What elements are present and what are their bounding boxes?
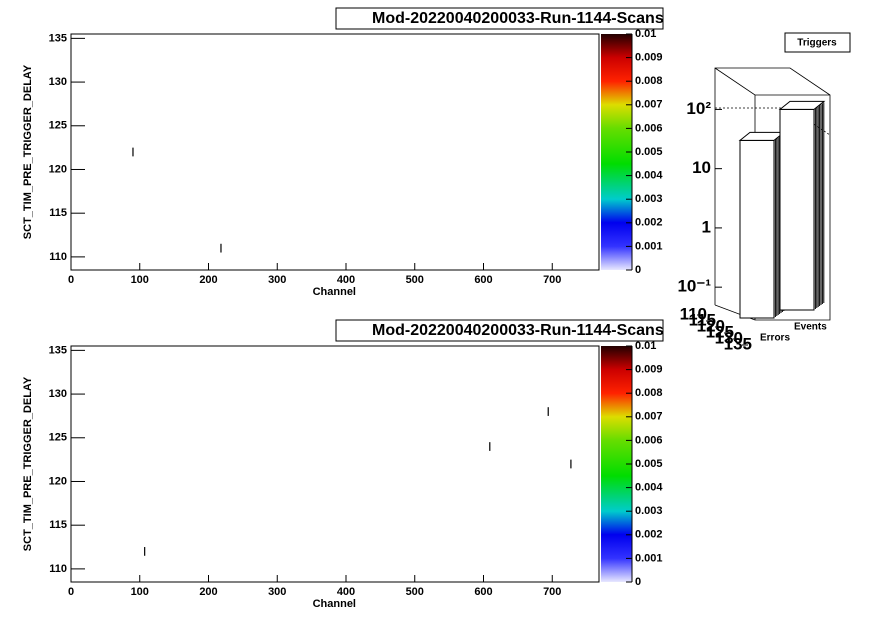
x-tick-label: 300 (268, 274, 286, 286)
x-tick-label: 600 (474, 274, 492, 286)
point (489, 442, 491, 451)
bar (779, 108, 815, 311)
title-box (335, 319, 664, 342)
x-tick-label: 100 (131, 586, 149, 598)
x-tick-label: 0 (68, 586, 74, 598)
y-tick-label: 120 (49, 163, 67, 175)
legend-title: Triggers (797, 38, 837, 49)
y-tick-label: 115 (49, 207, 67, 219)
x-tick-label: 400 (337, 586, 355, 598)
x-tick-label: 700 (543, 586, 561, 598)
x-axis-label: Channel (313, 286, 356, 298)
x-tick-label: 500 (406, 586, 424, 598)
z-tick-label: 0.002 (635, 529, 663, 541)
point (220, 243, 222, 253)
box-hidden (715, 107, 831, 136)
y-tick-label: 110 (680, 304, 707, 323)
x-tick-label: 0 (68, 274, 74, 286)
y-tick-label: 130 (49, 388, 67, 400)
bar (739, 139, 775, 319)
z-tick-label: 10 (692, 158, 711, 177)
title-box (335, 7, 664, 30)
category-label: Errors (760, 333, 790, 344)
x-tick-label: 300 (268, 586, 286, 598)
y-tick-label: 135 (49, 344, 67, 356)
y-tick-label: 115 (689, 310, 716, 329)
y-tick-label: 125 (49, 120, 67, 132)
category-label: Events (794, 322, 827, 333)
y-tick-label: 125 (706, 322, 734, 341)
z-tick-label: 0.003 (635, 505, 663, 517)
z-tick-label: 0 (635, 264, 641, 276)
z-tick-label: 10² (686, 99, 711, 118)
z-tick-label: 0.004 (635, 482, 663, 494)
bar-top (778, 100, 826, 110)
x-tick-label: 400 (337, 274, 355, 286)
legend-box (784, 32, 851, 53)
y-tick-label: 120 (697, 316, 725, 335)
point (547, 407, 549, 416)
z-tick-label: 0.006 (635, 122, 663, 134)
y-tick-label: 135 (49, 32, 67, 44)
y-tick-label: 110 (49, 251, 67, 263)
y-tick-label: 130 (49, 76, 67, 88)
frame (70, 33, 600, 271)
z-tick-label: 0.01 (635, 28, 656, 40)
y-tick-label: 120 (49, 475, 67, 487)
y-tick-label: 125 (49, 432, 67, 444)
x-tick-label: 200 (199, 274, 217, 286)
chart-title: Mod-20220040200033-Run-1144-Scans (372, 10, 664, 27)
z-tick-label: 0 (635, 576, 641, 588)
z-tick-label: 0.005 (635, 146, 663, 158)
z-tick-label: 0.008 (635, 75, 663, 87)
x-tick-label: 500 (406, 274, 424, 286)
z-tick-label: 10⁻¹ (677, 277, 711, 296)
y-tick-label: 135 (724, 334, 752, 353)
y-axis-label: SCT_TIM_PRE_TRIGGER_DELAY (22, 64, 34, 239)
z-tick-label: 0.004 (635, 170, 663, 182)
y-tick-label: 130 (715, 328, 743, 347)
y-axis-label: SCT_TIM_PRE_TRIGGER_DELAY (22, 376, 34, 551)
chart-title: Mod-20220040200033-Run-1144-Scans (372, 322, 664, 339)
z-tick-label: 0.001 (635, 240, 663, 252)
z-tick-label: 0.001 (635, 552, 663, 564)
z-tick-label: 0.009 (635, 52, 663, 64)
point (570, 459, 572, 469)
z-tick-label: 0.008 (635, 387, 663, 399)
z-tick-label: 1 (702, 217, 711, 236)
z-tick-label: 0.006 (635, 434, 663, 446)
z-tick-label: 0.002 (635, 217, 663, 229)
z-tick-label: 0.009 (635, 364, 663, 376)
z-tick-label: 0.003 (635, 193, 663, 205)
point (132, 147, 134, 157)
y-tick-label: 115 (49, 519, 67, 531)
point (144, 547, 146, 556)
x-tick-label: 700 (543, 274, 561, 286)
z-tick-label: 0.007 (635, 99, 663, 111)
x-tick-label: 200 (199, 586, 217, 598)
z-tick-label: 0.01 (635, 340, 656, 352)
z-tick-label: 0.007 (635, 411, 663, 423)
frame (70, 345, 600, 583)
z-tick-label: 0.005 (635, 458, 663, 470)
y-tick-label: 110 (49, 563, 67, 575)
x-tick-label: 600 (474, 586, 492, 598)
x-tick-label: 100 (131, 274, 149, 286)
x-axis-label: Channel (313, 598, 356, 610)
